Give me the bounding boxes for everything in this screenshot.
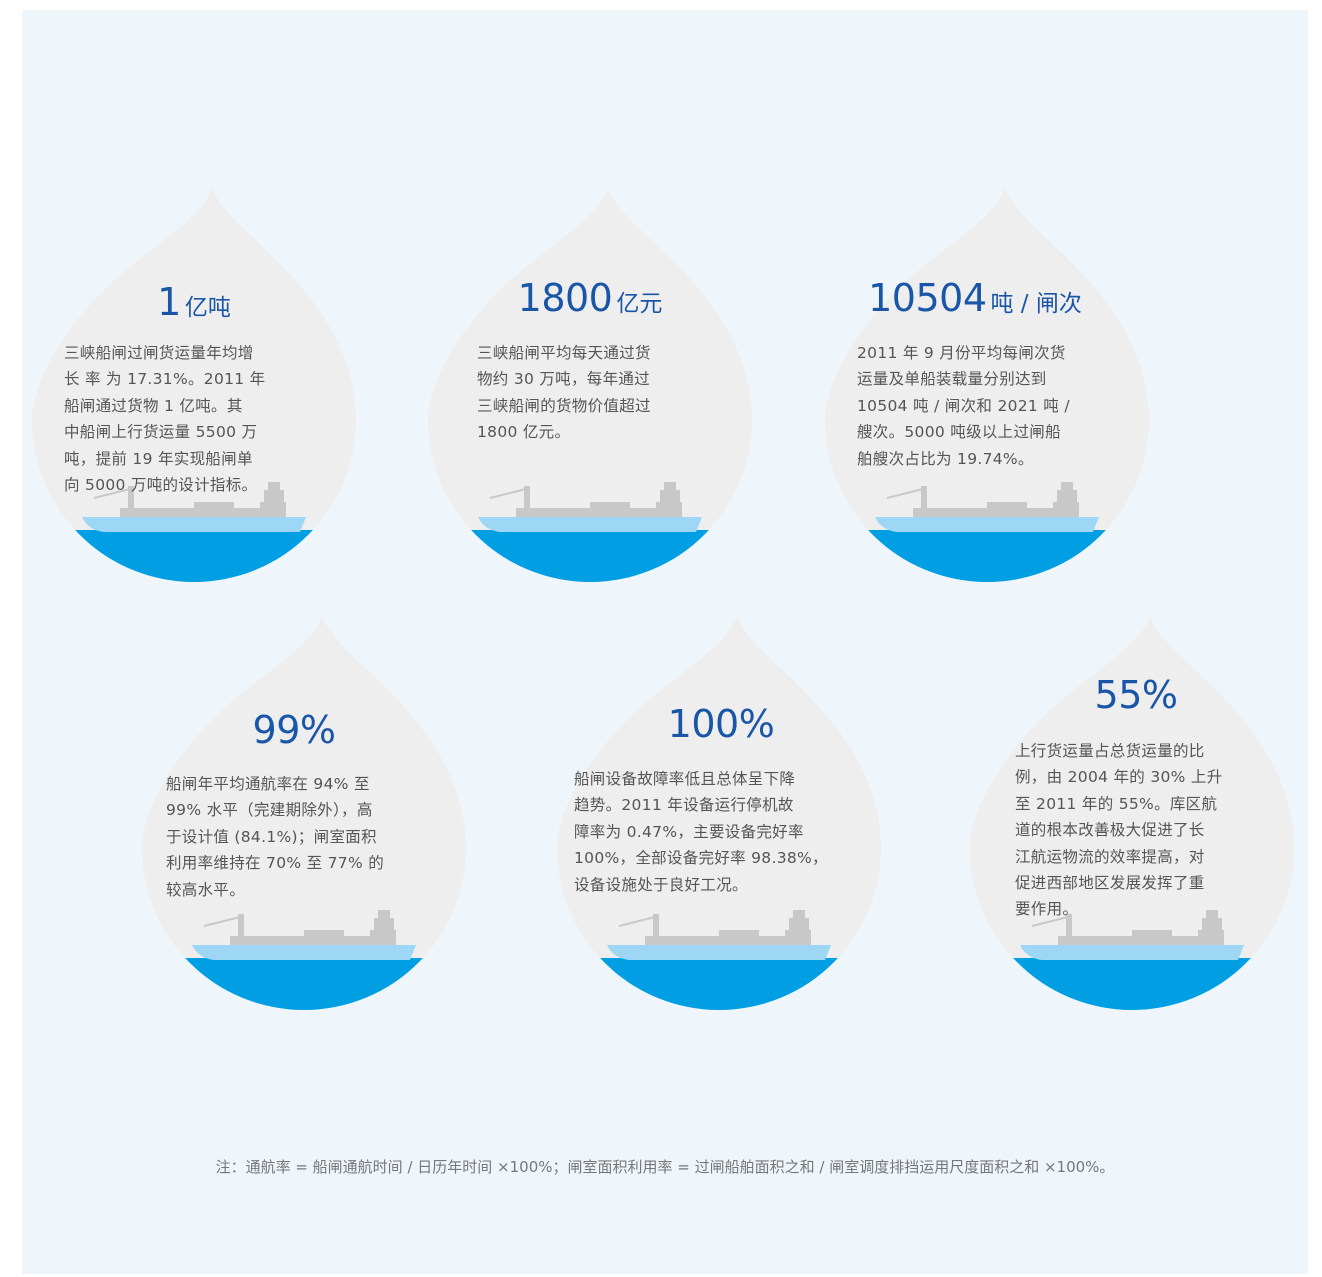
cargo-ship-icon bbox=[192, 910, 416, 960]
stat-value: 10504 吨 / 闸次 bbox=[868, 276, 1082, 320]
stat-description: 船闸设备故障率低且总体呈下降 趋势。2011 年设备运行停机故 障率为 0.47… bbox=[574, 770, 828, 894]
stat-value: 1 亿吨 bbox=[157, 280, 231, 324]
stat-description: 三峡船闸平均每天通过货 物约 30 万吨，每年通过 三峡船闸的货物价值超过 18… bbox=[477, 344, 651, 442]
stat-drop-equipment: 100% 船闸设备故障率低且总体呈下降 趋势。2011 年设备运行停机故 障率为… bbox=[549, 608, 889, 1010]
cargo-ship-icon bbox=[1020, 910, 1244, 960]
water-icon bbox=[32, 530, 356, 582]
stat-description: 三峡船闸过闸货运量年均增 长 率 为 17.31%。2011 年 船闸通过货物 … bbox=[64, 344, 266, 495]
stat-drop-upstream-share: 55% 上行货运量占总货运量的比 例，由 2004 年的 30% 上升 至 20… bbox=[962, 608, 1302, 1010]
water-icon bbox=[428, 530, 752, 582]
footnote: 注：通航率 = 船闸通航时间 / 日历年时间 ×100%；闸室面积利用率 = 过… bbox=[215, 1158, 1115, 1176]
cargo-ship-icon bbox=[607, 910, 831, 960]
cargo-ship-icon bbox=[478, 482, 702, 532]
stat-drop-load-per-lockage: 10504 吨 / 闸次 2011 年 9 月份平均每闸次货 运量及单船装载量分别… bbox=[817, 180, 1157, 582]
stat-drop-cargo-value: 1800 亿元 三峡船闸平均每天通过货 物约 30 万吨，每年通过 三峡船闸的货物… bbox=[420, 180, 760, 582]
stat-description: 船闸年平均通航率在 94% 至 99% 水平（完建期除外），高 于设计值 (84… bbox=[166, 775, 385, 899]
stat-value: 1800 亿元 bbox=[517, 276, 663, 320]
water-icon bbox=[825, 530, 1149, 582]
cargo-ship-icon bbox=[875, 482, 1099, 532]
water-icon bbox=[970, 958, 1294, 1010]
stat-drop-throughput: 1 亿吨 三峡船闸过闸货运量年均增 长 率 为 17.31%。2011 年 船闸通… bbox=[24, 180, 364, 582]
stat-value: 100% bbox=[667, 702, 775, 746]
cargo-ship-icon bbox=[82, 482, 306, 532]
infographic-panel: 1 亿吨 三峡船闸过闸货运量年均增 长 率 为 17.31%。2011 年 船闸通… bbox=[22, 10, 1308, 1274]
stat-value: 99% bbox=[252, 708, 336, 752]
water-icon bbox=[557, 958, 881, 1010]
water-icon bbox=[142, 958, 466, 1010]
stat-description: 上行货运量占总货运量的比 例，由 2004 年的 30% 上升 至 2011 年… bbox=[1015, 742, 1223, 919]
stat-drop-navigation-rate: 99% 船闸年平均通航率在 94% 至 99% 水平（完建期除外），高 于设计值… bbox=[134, 608, 474, 1010]
stat-description: 2011 年 9 月份平均每闸次货 运量及单船装载量分别达到 10504 吨 /… bbox=[857, 344, 1070, 468]
stat-value: 55% bbox=[1094, 673, 1178, 717]
